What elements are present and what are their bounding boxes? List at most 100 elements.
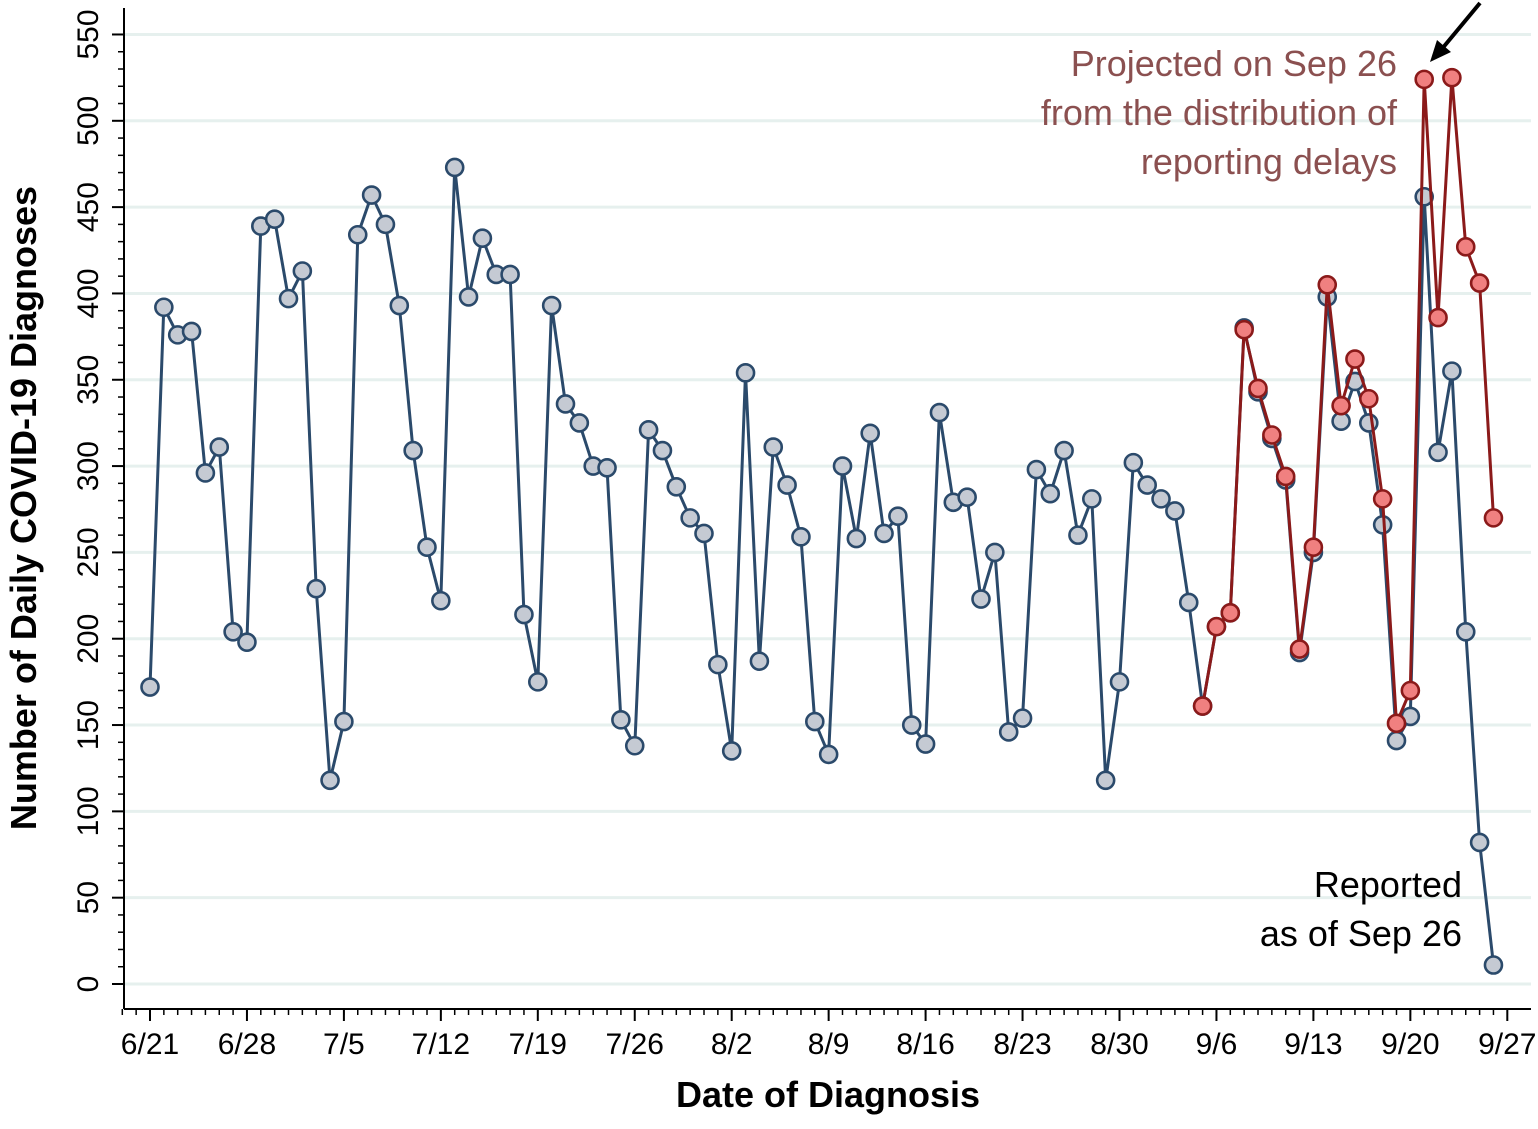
reported-data-point xyxy=(264,209,285,230)
x-tick-label: 7/12 xyxy=(412,1028,470,1061)
y-tick-label: 150 xyxy=(72,700,105,750)
reported-data-point xyxy=(611,710,631,730)
reported-data-point xyxy=(971,589,991,609)
reported-data-point xyxy=(624,735,645,756)
reported-data-point xyxy=(998,722,1019,742)
reported-data-point xyxy=(375,214,396,235)
reported-data-point xyxy=(694,523,714,544)
reported-data-point xyxy=(652,440,673,461)
projected-data-point xyxy=(1469,273,1490,293)
projected-data-point xyxy=(1289,639,1310,659)
reported-data-point xyxy=(140,677,160,697)
x-tick-label: 9/13 xyxy=(1284,1028,1342,1061)
reported-data-point xyxy=(874,523,894,544)
reported-data-point xyxy=(195,463,216,483)
projected-annotation-line-3: reporting delays xyxy=(1141,141,1397,182)
reported-data-point xyxy=(1012,708,1033,728)
y-tick-label: 50 xyxy=(72,881,105,914)
reported-data-point xyxy=(417,537,437,558)
reported-data-point xyxy=(832,456,853,476)
reported-data-point xyxy=(527,672,548,692)
reported-data-point xyxy=(1359,413,1379,433)
y-tick-label: 400 xyxy=(72,268,105,318)
projected-data-point xyxy=(1345,349,1365,369)
arrow-icon xyxy=(1430,1,1482,62)
axes: 0 50 100 150 200 250 300 350 400 450 500 550 6/21 6/2… xyxy=(72,8,1536,1061)
reported-data-point xyxy=(514,604,534,625)
x-tick-label: 8/16 xyxy=(896,1028,954,1061)
y-tick-label: 350 xyxy=(72,355,105,405)
reported-data-point xyxy=(1054,440,1074,461)
reported-data-point xyxy=(569,413,590,433)
projected-data-point xyxy=(1206,616,1227,637)
x-tick-label: 8/23 xyxy=(993,1028,1051,1061)
projected-data-point xyxy=(1248,378,1268,399)
reported-data-point xyxy=(901,715,922,735)
annotations: Projected on Sep 26 from the distributio… xyxy=(1041,1,1482,954)
x-tick-label: 7/5 xyxy=(323,1028,365,1061)
reported-data-point xyxy=(334,711,354,732)
reported-data-point xyxy=(347,224,368,245)
reported-data-point xyxy=(929,402,950,423)
projected-data-point xyxy=(1386,713,1407,734)
reported-data-point xyxy=(181,321,202,342)
reported-data-point xyxy=(860,423,881,444)
reported-data-point xyxy=(472,228,493,248)
x-tick-label: 7/26 xyxy=(606,1028,664,1061)
x-axis-title: Date of Diagnosis xyxy=(676,1074,980,1115)
reported-data-point xyxy=(804,711,825,732)
x-tick-label: 9/27 xyxy=(1478,1028,1536,1061)
projected-data-point xyxy=(1372,489,1393,509)
reported-data-point xyxy=(708,654,728,675)
reported-data-point xyxy=(237,632,257,652)
y-tick-label: 450 xyxy=(72,182,105,232)
reported-data-point xyxy=(1109,672,1130,692)
reported-data-point xyxy=(638,420,659,440)
reported-data-point xyxy=(278,288,299,309)
reported-data-point xyxy=(735,363,756,383)
reported-data-point xyxy=(791,527,811,547)
projected-data-point xyxy=(1234,319,1254,340)
reported-data-point xyxy=(888,506,908,526)
projected-data-point xyxy=(1275,466,1296,487)
reported-data-point xyxy=(209,437,230,457)
reported-data-point xyxy=(1151,489,1171,509)
reported-data-point xyxy=(1178,592,1199,613)
projected-series-line xyxy=(1201,76,1495,725)
x-tick-label: 8/30 xyxy=(1090,1028,1148,1061)
reported-data-point xyxy=(597,458,617,478)
reported-data-point xyxy=(306,578,327,599)
y-axis-title: Number of Daily COVID-19 Diagnoses xyxy=(3,186,44,830)
projected-data-point xyxy=(1483,508,1504,528)
reported-data-point xyxy=(749,651,770,671)
reported-data-point xyxy=(1082,489,1102,509)
projected-data-point xyxy=(1317,275,1338,295)
reported-data-point xyxy=(1483,955,1504,975)
reported-data-point xyxy=(1442,361,1462,381)
projected-annotation-line-2: from the distribution of xyxy=(1041,92,1398,133)
reported-annotation-line-2: as of Sep 26 xyxy=(1260,913,1462,954)
x-tick-label: 8/9 xyxy=(808,1028,850,1061)
projected-data-point xyxy=(1359,388,1379,409)
x-tick-label: 9/6 xyxy=(1196,1028,1238,1061)
reported-data-point xyxy=(1095,770,1116,791)
reported-annotation-line-1: Reported xyxy=(1314,864,1462,905)
reported-data-point xyxy=(458,287,479,307)
projected-data-point xyxy=(1414,69,1434,90)
x-tick-label: 6/21 xyxy=(121,1028,179,1061)
x-tick-label: 6/28 xyxy=(218,1028,276,1061)
reported-data-point xyxy=(1165,501,1185,521)
reported-data-point xyxy=(1455,622,1476,642)
x-tick-label: 7/19 xyxy=(509,1028,567,1061)
reported-data-point xyxy=(1123,452,1144,473)
y-tick-label: 300 xyxy=(72,441,105,491)
y-tick-label: 0 xyxy=(72,976,105,993)
projected-data-point xyxy=(1455,237,1476,257)
reported-data-point xyxy=(292,261,313,281)
reported-data-point xyxy=(223,622,243,642)
y-tick-label: 500 xyxy=(72,96,105,146)
reported-data-point xyxy=(431,590,451,611)
reported-data-point xyxy=(361,185,382,205)
reported-data-point xyxy=(1040,483,1061,504)
